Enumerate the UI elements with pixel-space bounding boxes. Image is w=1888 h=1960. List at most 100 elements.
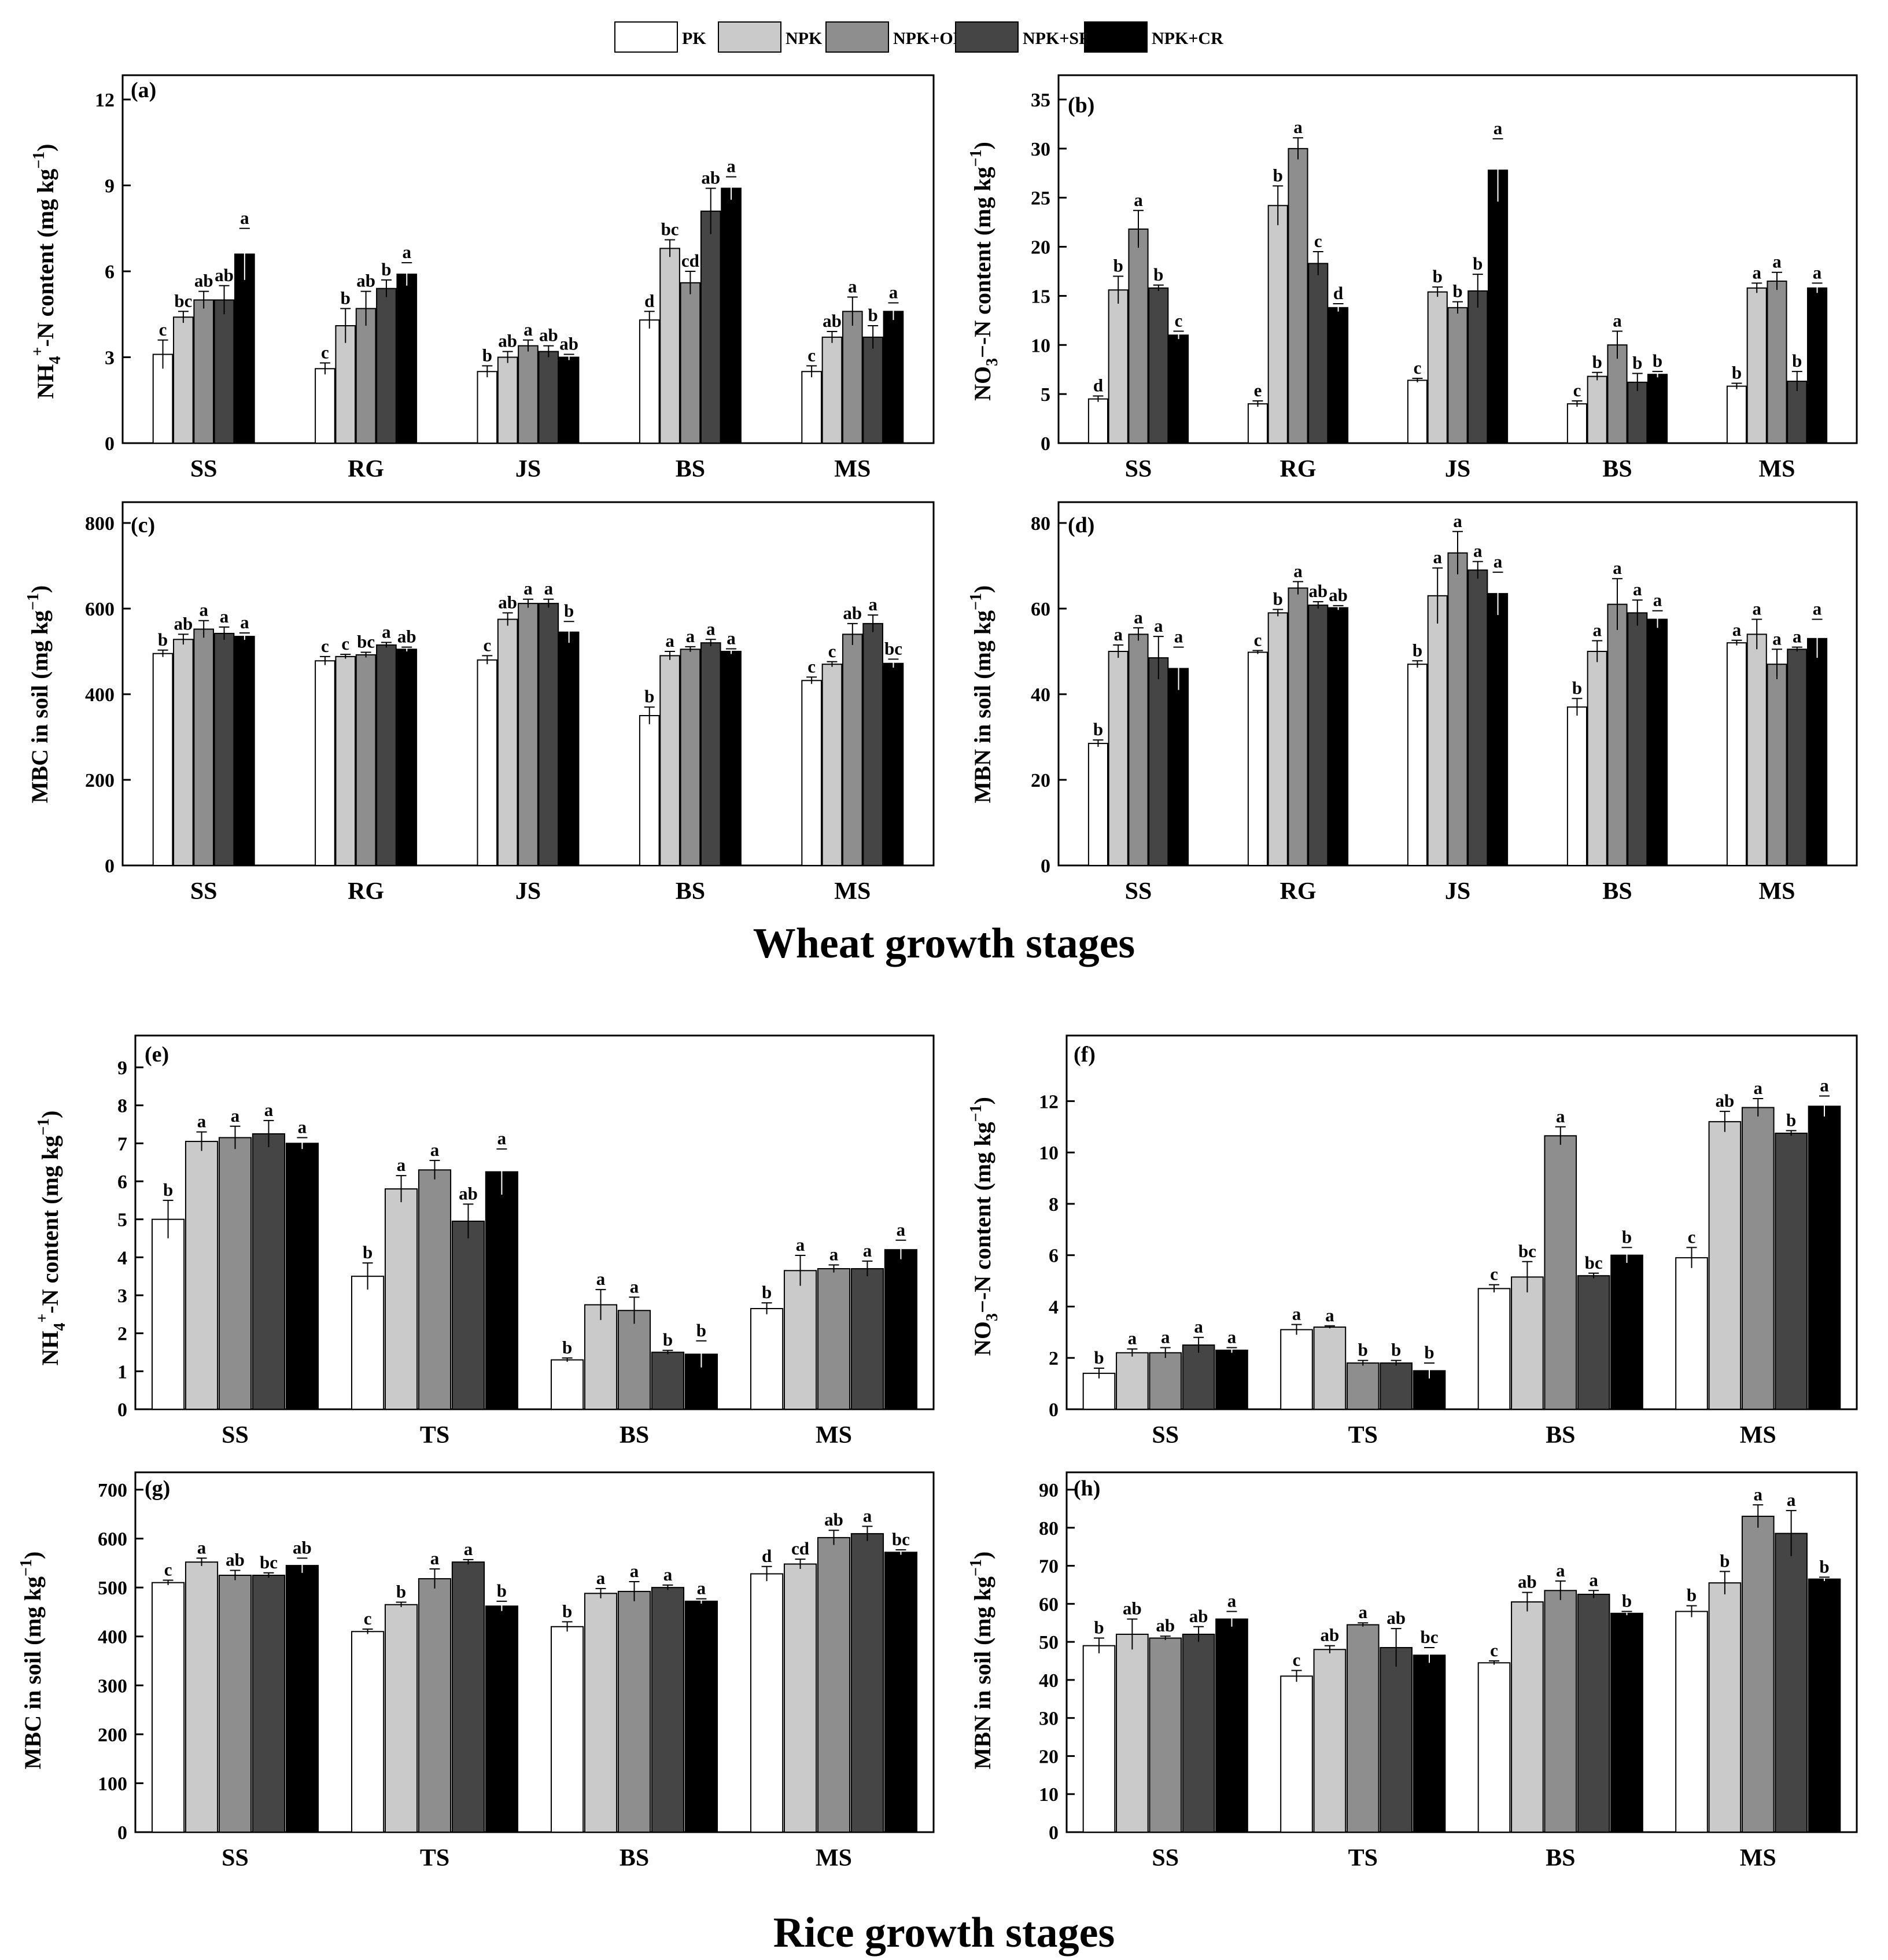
bar-pk xyxy=(351,1276,385,1410)
y-tick-label: 6 xyxy=(117,1171,127,1193)
panel-f: (f) 0 2 4 6 8 10 12 NO3−-N content (mg kg−1) SS b a… xyxy=(967,1034,1858,1449)
bar-npk xyxy=(1427,291,1448,444)
category-group-ms: MS b a a a a xyxy=(750,1220,918,1449)
bar-npk-om xyxy=(842,311,863,444)
x-tick-label: BS xyxy=(1602,456,1632,482)
significance-letter: bc xyxy=(892,1529,910,1549)
significance-letter: c xyxy=(828,641,836,661)
x-tick-label: RG xyxy=(348,456,384,482)
significance-letter: b xyxy=(497,1580,507,1601)
significance-letter: a xyxy=(727,156,736,176)
significance-letter: ab xyxy=(539,325,558,345)
bar-npk-cr xyxy=(1610,1612,1643,1833)
significance-letter: a xyxy=(630,1276,639,1296)
significance-letter: a xyxy=(430,1140,440,1160)
significance-letter: a xyxy=(523,579,533,599)
bar-npk xyxy=(173,316,194,444)
legend-item-0: PK xyxy=(614,21,706,53)
x-tick-label: BS xyxy=(676,878,705,905)
bar-npk-sr xyxy=(1308,263,1329,444)
significance-letter: a xyxy=(889,282,898,302)
significance-letter: e xyxy=(1254,380,1262,400)
bar-npk-om xyxy=(680,282,701,444)
significance-letter: a xyxy=(1813,262,1822,282)
bar-npk xyxy=(1116,1633,1149,1833)
bar-pk xyxy=(477,371,498,444)
legend-swatch-3 xyxy=(955,21,1019,53)
bar-npk xyxy=(584,1593,618,1833)
panel-label: (h) xyxy=(1074,1476,1100,1501)
bar-npk-cr xyxy=(1487,593,1509,866)
significance-letter: c xyxy=(1688,1226,1696,1247)
bar-npk-cr xyxy=(1413,1655,1446,1833)
significance-letter: ab xyxy=(1716,1090,1735,1111)
bar-pk xyxy=(639,319,660,444)
significance-letter: b xyxy=(1391,1340,1401,1360)
bar-npk-om xyxy=(842,633,863,867)
significance-letter: ab xyxy=(215,265,234,285)
bar-npk-om xyxy=(1149,1352,1182,1410)
bar-npk-cr xyxy=(1168,668,1189,866)
significance-letter: a xyxy=(1134,607,1143,627)
bar-npk-sr xyxy=(1182,1633,1215,1833)
x-tick-label: TS xyxy=(420,1845,449,1871)
significance-letter: c xyxy=(1490,1264,1498,1284)
bar-pk xyxy=(1082,1645,1116,1833)
significance-letter: bc xyxy=(1420,1627,1438,1647)
significance-letter: a xyxy=(1174,627,1183,647)
bar-npk-om xyxy=(355,654,377,867)
x-tick-label: SS xyxy=(1125,878,1152,905)
bar-npk-om xyxy=(1128,633,1149,867)
significance-letter: a xyxy=(697,1578,706,1598)
bar-npk-om xyxy=(1128,229,1149,444)
category-group-ss: SS d b a b c xyxy=(1087,190,1189,482)
significance-letter: a xyxy=(240,208,249,228)
bar-pk xyxy=(151,1218,185,1410)
significance-letter: a xyxy=(1227,1590,1237,1611)
significance-letter: b xyxy=(363,1242,373,1262)
significance-letter: d xyxy=(762,1546,772,1566)
bar-npk xyxy=(1108,289,1129,444)
y-tick-label: 6 xyxy=(105,261,115,283)
significance-letter: b xyxy=(1622,1590,1632,1611)
significance-letter: a xyxy=(863,1240,872,1261)
bar-npk-cr xyxy=(485,1605,519,1833)
significance-letter: d xyxy=(644,290,654,311)
legend-swatch-0 xyxy=(614,21,678,53)
bar-npk-sr xyxy=(213,299,235,444)
y-axis-label: MBC in soil (mg kg−1) xyxy=(17,1552,46,1770)
x-tick-label: SS xyxy=(1125,456,1152,482)
significance-letter: a xyxy=(1793,627,1802,647)
significance-letter: b xyxy=(1622,1226,1632,1247)
bar-pk xyxy=(1082,1372,1116,1410)
bar-npk-sr xyxy=(862,622,883,867)
significance-letter: a xyxy=(706,618,716,639)
bar-npk-om xyxy=(1447,552,1468,866)
category-group-bs: BS b a a b b xyxy=(550,1269,718,1449)
y-tick-label: 6 xyxy=(1049,1246,1059,1267)
significance-letter: bc xyxy=(661,219,679,240)
x-tick-label: MS xyxy=(1759,456,1795,482)
bar-npk xyxy=(173,639,194,867)
significance-letter: bc xyxy=(357,631,375,651)
bar-npk-cr xyxy=(884,1552,918,1833)
significance-letter: a xyxy=(1453,511,1462,531)
significance-letter: c xyxy=(1293,1649,1301,1670)
significance-letter: a xyxy=(197,1537,207,1557)
significance-letter: c xyxy=(1314,231,1322,251)
y-tick-label: 12 xyxy=(1039,1091,1059,1112)
significance-letter: b xyxy=(762,1282,772,1302)
y-tick-label: 600 xyxy=(98,1529,127,1550)
significance-letter: ab xyxy=(226,1550,245,1570)
bar-npk-sr xyxy=(1467,290,1488,444)
significance-letter: a xyxy=(1613,558,1622,578)
bar-npk-om xyxy=(817,1537,851,1833)
significance-letter: c xyxy=(321,342,329,362)
category-group-ts: TS a a b b b xyxy=(1280,1304,1446,1449)
significance-letter: a xyxy=(1433,547,1442,568)
significance-letter: b xyxy=(562,1601,572,1621)
bar-npk-om xyxy=(1447,307,1468,444)
x-tick-label: MS xyxy=(834,878,871,905)
